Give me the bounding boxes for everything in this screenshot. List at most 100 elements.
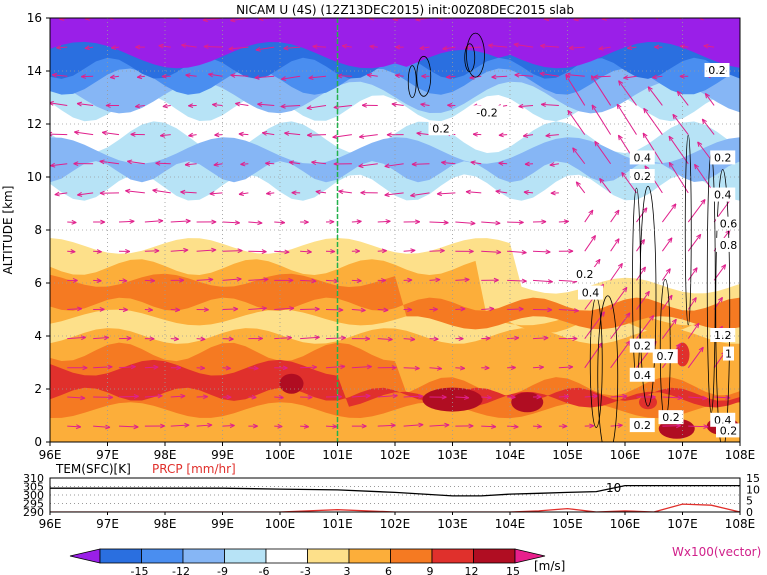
wind-vector: [558, 309, 579, 312]
wind-vector-head: [671, 203, 677, 209]
wind-vector: [125, 190, 145, 194]
wind-vector: [196, 278, 214, 281]
wind-vector-head: [513, 335, 520, 341]
wind-vector-head: [183, 247, 189, 253]
wind-vector: [325, 309, 344, 311]
wind-vector: [420, 103, 430, 106]
wind-vector: [118, 220, 135, 223]
wind-vector-head: [495, 220, 501, 226]
wind-vector-head: [258, 18, 264, 22]
colorbar-box: [348, 548, 391, 564]
wind-vector-head: [568, 364, 574, 370]
w-contour: [416, 55, 432, 97]
wind-vector: [307, 134, 327, 136]
wind-vector-head: [125, 248, 131, 254]
wind-vector: [498, 162, 508, 165]
colorbar-level-label: 15: [506, 565, 520, 575]
wind-vector-head: [622, 286, 628, 293]
wind-vector: [274, 337, 292, 340]
wind-vector-head: [439, 248, 445, 254]
wind-vector-head: [498, 132, 504, 138]
wind-vector: [661, 237, 673, 252]
wind-vector: [481, 308, 495, 310]
wind-vector: [235, 102, 249, 106]
wind-vector: [257, 103, 275, 106]
y-axis-ticks: 0 2 4 6 8 10 12 14 16: [27, 11, 50, 449]
wind-vector-head: [617, 423, 623, 428]
wind-vector: [281, 75, 301, 80]
wind-vector-head: [361, 423, 367, 429]
wind-vector: [636, 291, 650, 310]
colorbar-level-label: -6: [259, 565, 270, 575]
wind-vector: [377, 338, 393, 340]
wind-vector: [584, 209, 594, 223]
wind-vector: [403, 338, 415, 341]
wind-vector-head: [600, 311, 606, 317]
colorbar-unit: [m/s]: [534, 559, 565, 573]
wind-vector-head: [213, 162, 219, 167]
wind-vector-head: [652, 74, 658, 80]
wind-vector-head: [573, 308, 579, 313]
wind-vector: [679, 45, 689, 48]
wind-vector: [170, 338, 179, 340]
wind-vector: [300, 279, 317, 282]
wind-vector-head: [129, 219, 135, 224]
wind-vector-head: [238, 131, 244, 137]
wind-vector: [636, 315, 655, 339]
wind-vector: [618, 80, 637, 106]
wind-vector-head: [614, 209, 620, 216]
wind-vector-head: [70, 249, 76, 254]
wind-vector-head: [523, 190, 529, 195]
wind-vector: [67, 250, 76, 253]
wind-vector-head: [458, 336, 464, 342]
wind-vector: [56, 46, 68, 49]
surface-grid: [50, 486, 740, 504]
wind-vector-head: [329, 219, 335, 225]
wind-vector: [208, 73, 223, 77]
wind-vector-head: [307, 132, 313, 138]
wind-vector: [416, 132, 430, 136]
contour-label-box: [629, 418, 655, 433]
wind-vector: [358, 163, 378, 167]
wind-vector: [441, 161, 456, 165]
wind-vector: [672, 114, 689, 135]
wind-vector: [300, 336, 320, 340]
w-contour: [407, 65, 417, 98]
wind-vector: [77, 103, 94, 106]
wind-vector-head: [521, 249, 527, 255]
wind-vector: [532, 337, 549, 340]
wind-vector-head: [718, 296, 723, 303]
wind-vector: [240, 163, 249, 165]
wind-vector-head: [572, 336, 578, 341]
wind-vector-head: [154, 248, 160, 254]
wind-vector: [455, 221, 476, 224]
wind-vector-head: [563, 394, 570, 400]
wind-vector: [338, 190, 352, 194]
wind-vector-head: [360, 190, 366, 196]
band-dark-red-blob: [279, 373, 304, 394]
precipitation-tick-label: 15: [746, 472, 760, 485]
wind-vector-head: [99, 307, 105, 312]
wind-vector: [518, 104, 534, 108]
wind-vector-head: [459, 365, 466, 371]
wind-vector: [180, 191, 197, 194]
wind-vector: [111, 46, 120, 49]
colorbar-level-label: 12: [465, 565, 479, 575]
wind-vector-head: [366, 364, 372, 370]
wind-vector: [312, 45, 327, 48]
wind-vector-head: [435, 277, 441, 283]
temperature-tick-label: 305: [23, 481, 44, 494]
wind-vector-head: [202, 394, 208, 400]
colorbar-box: [307, 548, 350, 564]
wind-vector-head: [679, 73, 685, 79]
w-contour: [466, 32, 485, 78]
surface-x-tick-label: 99E: [211, 517, 234, 531]
wind-vector: [300, 425, 309, 428]
wind-vector: [481, 425, 496, 428]
wind-vector: [429, 221, 449, 224]
colorbar-box: [141, 548, 184, 564]
wind-vector: [377, 220, 391, 223]
wind-vector-head: [421, 73, 427, 79]
wind-vector: [507, 308, 524, 310]
wind-vector-head: [155, 160, 161, 166]
